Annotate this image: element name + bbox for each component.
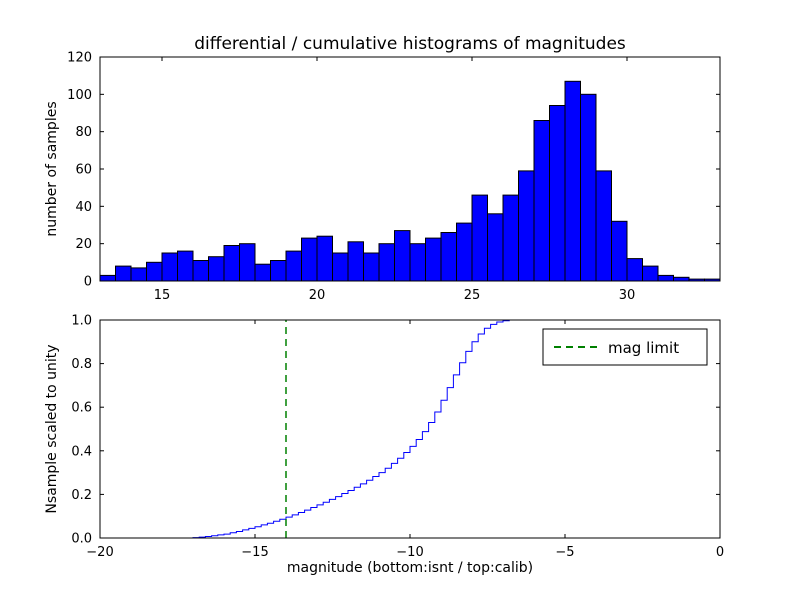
histogram-bar [316, 235, 333, 282]
svg-text:25: 25 [464, 288, 481, 303]
histogram-bar [161, 252, 178, 282]
histogram-bar [533, 120, 550, 282]
svg-text:40: 40 [75, 200, 92, 215]
histogram-bar [115, 265, 132, 282]
histogram-bar [270, 260, 287, 282]
histogram-bar [378, 243, 395, 282]
svg-text:1.0: 1.0 [71, 314, 92, 329]
svg-text:0.4: 0.4 [71, 444, 92, 459]
histogram-bar [595, 170, 612, 282]
svg-text:0.6: 0.6 [71, 401, 92, 416]
svg-text:−10: −10 [396, 545, 423, 560]
svg-text:−15: −15 [241, 545, 268, 560]
histogram-bar [239, 243, 256, 282]
bottom-tick-labels: −20 −15 −10 −5 0 0.0 0.2 0.4 0.6 0.8 1.0 [71, 314, 724, 561]
histogram-bar [549, 105, 566, 282]
histogram-bar [363, 252, 380, 282]
svg-text:0: 0 [716, 545, 724, 560]
svg-text:−5: −5 [555, 545, 574, 560]
histogram-bar [580, 93, 597, 282]
histogram-bar [456, 222, 473, 282]
chart-title: differential / cumulative histograms of … [194, 34, 626, 54]
histogram-bar [146, 261, 163, 282]
histogram-bar [471, 194, 488, 282]
svg-text:0.0: 0.0 [71, 532, 92, 547]
svg-text:100: 100 [67, 88, 92, 103]
svg-text:30: 30 [619, 288, 636, 303]
histogram-bar [425, 237, 442, 282]
histogram-bars [99, 80, 721, 282]
histogram-bar [285, 250, 302, 282]
svg-text:60: 60 [75, 163, 92, 178]
xlabel: magnitude (bottom:isnt / top:calib) [286, 560, 534, 576]
legend-mag-limit-label: mag limit [608, 339, 679, 357]
svg-text:20: 20 [75, 237, 92, 252]
svg-text:0.8: 0.8 [71, 357, 92, 372]
histogram-bar [177, 250, 194, 282]
svg-text:80: 80 [75, 125, 92, 140]
top-tick-labels: 15 20 25 30 0 20 40 60 80 100 120 [67, 51, 635, 304]
cumulative-step-line [162, 319, 522, 539]
top-ticks [100, 56, 720, 282]
histogram-bar [487, 213, 504, 282]
svg-text:15: 15 [154, 288, 171, 303]
histogram-bar [301, 237, 318, 282]
histogram-bar [626, 258, 643, 282]
svg-text:0: 0 [84, 275, 92, 290]
histogram-bar [611, 220, 628, 282]
histogram-bar [642, 265, 659, 282]
histogram-bar [673, 276, 690, 282]
histogram-bar [254, 263, 271, 282]
histogram-bar [332, 252, 349, 282]
histogram-bar [347, 241, 364, 282]
histogram-bar [208, 256, 225, 282]
histogram-bar [130, 267, 147, 282]
histogram-bar [502, 194, 519, 282]
histogram-bar [564, 80, 581, 282]
svg-text:−20: −20 [86, 545, 113, 560]
legend: mag limit [542, 328, 708, 366]
svg-text:20: 20 [309, 288, 326, 303]
histogram-bar [192, 260, 209, 282]
svg-text:0.2: 0.2 [71, 488, 92, 503]
histogram-bar [657, 274, 674, 282]
svg-text:120: 120 [67, 51, 92, 66]
histogram-bar [99, 274, 116, 282]
histogram-bar [223, 245, 240, 282]
bottom-ticks [99, 319, 721, 539]
histogram-bar [409, 243, 426, 282]
histogram-bar [394, 230, 411, 282]
histogram-bar [518, 170, 535, 282]
histogram-bar [440, 232, 457, 282]
